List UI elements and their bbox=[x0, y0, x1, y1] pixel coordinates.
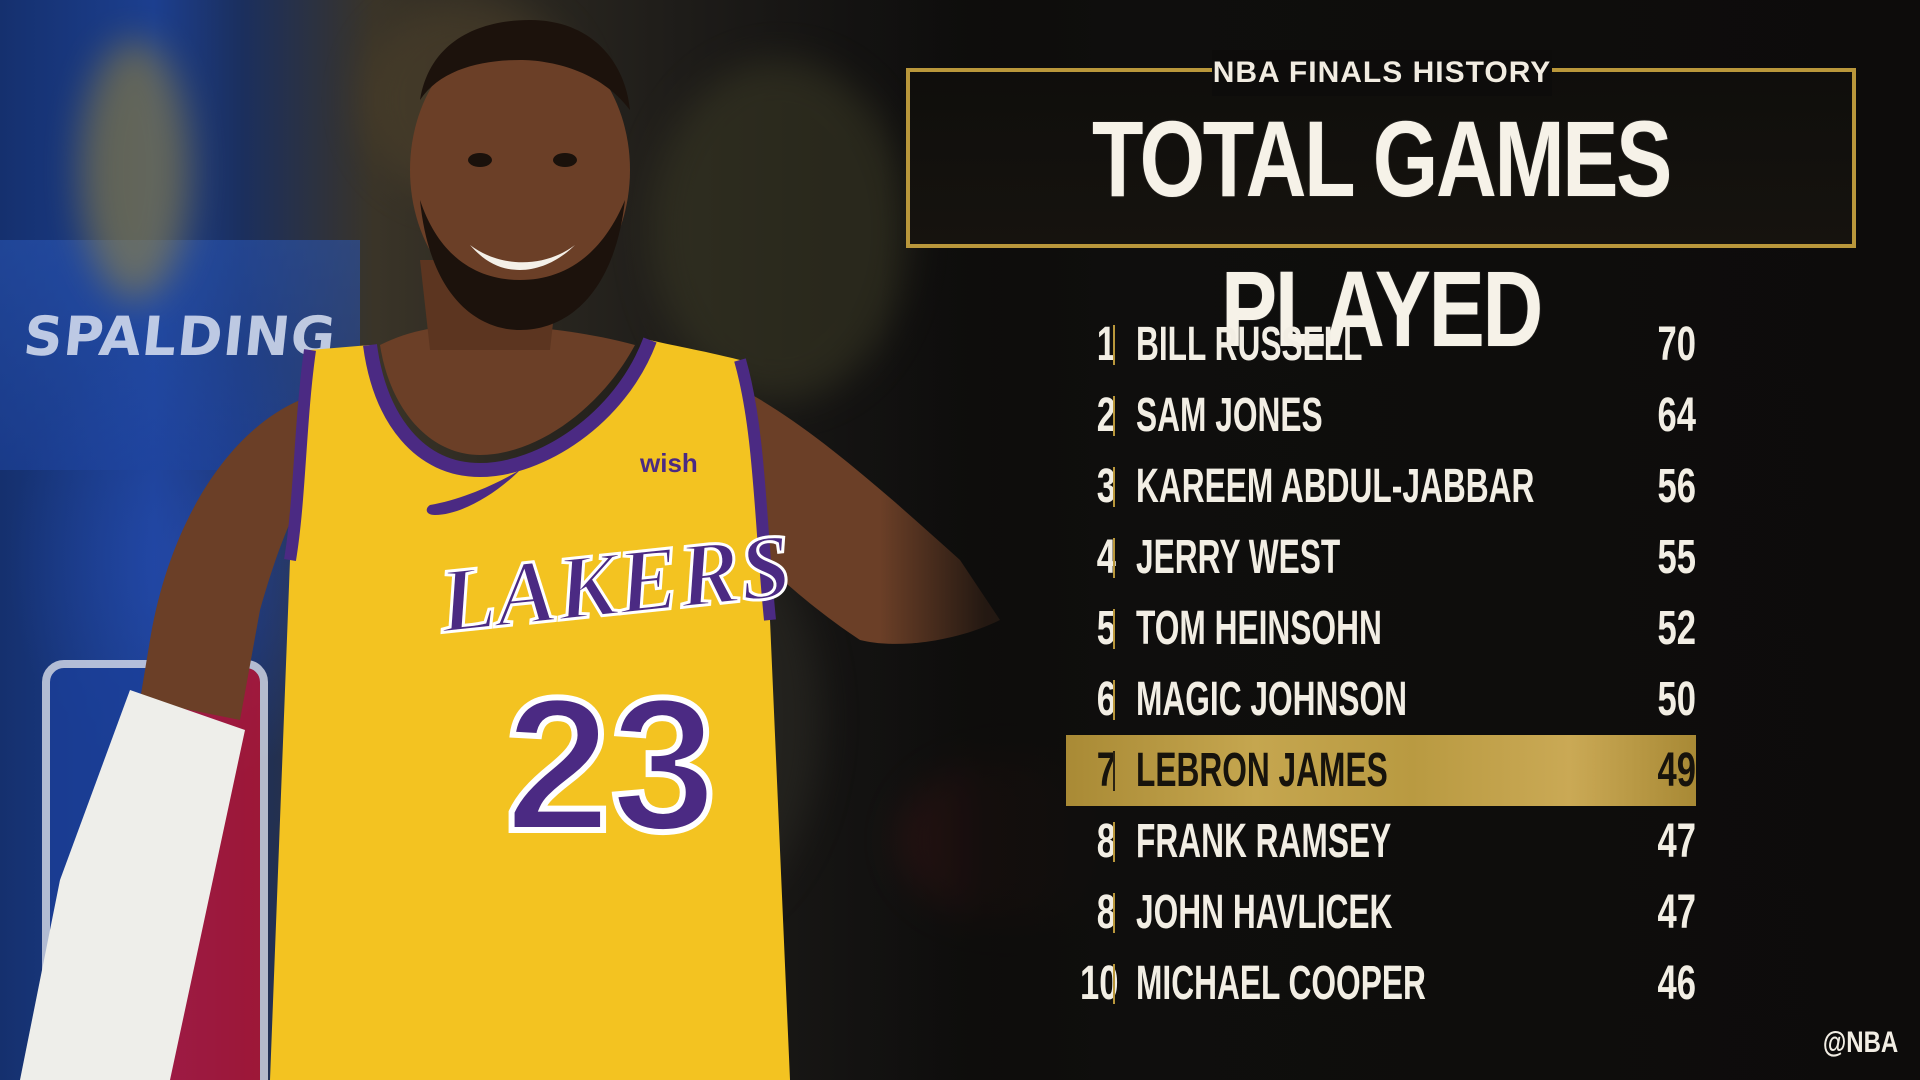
ranking-rank: 1 bbox=[1096, 318, 1116, 371]
rank-divider bbox=[1113, 325, 1115, 365]
jersey-sponsor: wish bbox=[639, 448, 698, 478]
ranking-games-value: 56 bbox=[1657, 460, 1696, 513]
rank-divider bbox=[1113, 538, 1115, 578]
ranking-player-name: FRANK RAMSEY bbox=[1136, 815, 1392, 868]
social-handle: @NBA bbox=[1822, 1026, 1898, 1059]
ranking-rank: 8 bbox=[1096, 886, 1116, 939]
arm-sleeve bbox=[20, 690, 245, 1080]
ranking-player-name: JERRY WEST bbox=[1136, 531, 1341, 584]
ranking-row: 10 MICHAEL COOPER 46 bbox=[1066, 948, 1696, 1019]
ranking-list: 1 BILL RUSSELL 70 2 SAM JONES 64 3 KAREE… bbox=[1066, 309, 1696, 1019]
ranking-row: 2 SAM JONES 64 bbox=[1066, 380, 1696, 451]
nike-swoosh-icon bbox=[426, 470, 520, 515]
player-head bbox=[410, 30, 630, 310]
title-kicker: NBA FINALS HISTORY bbox=[1212, 50, 1552, 96]
ranking-rank: 7 bbox=[1096, 744, 1116, 797]
ranking-games-value: 50 bbox=[1657, 673, 1696, 726]
rank-divider bbox=[1113, 680, 1115, 720]
rank-divider bbox=[1113, 467, 1115, 507]
rank-divider bbox=[1113, 964, 1115, 1004]
ranking-rank: 8 bbox=[1096, 815, 1116, 868]
ranking-row: 3 KAREEM ABDUL-JABBAR 56 bbox=[1066, 451, 1696, 522]
ranking-player-name: MICHAEL COOPER bbox=[1136, 957, 1426, 1010]
ranking-row: 4 JERRY WEST 55 bbox=[1066, 522, 1696, 593]
ranking-games-value: 52 bbox=[1657, 602, 1696, 655]
ranking-player-name: JOHN HAVLICEK bbox=[1136, 886, 1393, 939]
ranking-rank: 4 bbox=[1096, 531, 1116, 584]
ranking-rank: 2 bbox=[1096, 389, 1116, 442]
ranking-player-name: SAM JONES bbox=[1136, 389, 1323, 442]
ranking-rank: 6 bbox=[1096, 673, 1116, 726]
rank-divider bbox=[1113, 396, 1115, 436]
ranking-rank: 10 bbox=[1080, 957, 1119, 1010]
ranking-player-name: MAGIC JOHNSON bbox=[1136, 673, 1408, 726]
player-beard bbox=[420, 200, 625, 330]
ranking-player-name: KAREEM ABDUL-JABBAR bbox=[1136, 460, 1535, 513]
jersey-number: 23 bbox=[505, 659, 716, 871]
ranking-row: 5 TOM HEINSOHN 52 bbox=[1066, 593, 1696, 664]
ranking-games-value: 47 bbox=[1657, 815, 1696, 868]
crowd-blur bbox=[80, 40, 190, 300]
ranking-games-value: 64 bbox=[1657, 389, 1696, 442]
ranking-rank: 3 bbox=[1096, 460, 1116, 513]
ranking-games-value: 70 bbox=[1657, 318, 1696, 371]
ranking-games-value: 47 bbox=[1657, 886, 1696, 939]
crowd-blur bbox=[650, 60, 910, 400]
jersey bbox=[270, 340, 790, 1080]
ranking-player-name: TOM HEINSOHN bbox=[1136, 602, 1382, 655]
player-photo: wish LAKERS 23 bbox=[20, 20, 1000, 1080]
highlight-bar bbox=[1066, 735, 1696, 806]
rank-divider bbox=[1113, 751, 1115, 791]
ranking-player-name: BILL RUSSELL bbox=[1136, 318, 1363, 371]
ranking-games-value: 46 bbox=[1657, 957, 1696, 1010]
ranking-player-name: LEBRON JAMES bbox=[1136, 744, 1388, 797]
player-chest bbox=[380, 325, 635, 455]
ranking-row: 1 BILL RUSSELL 70 bbox=[1066, 309, 1696, 380]
ranking-row-highlighted: 7 LEBRON JAMES 49 bbox=[1066, 735, 1696, 806]
page-title: TOTAL GAMES PLAYED bbox=[1091, 98, 1672, 369]
ranking-games-value: 49 bbox=[1657, 744, 1696, 797]
rank-divider bbox=[1113, 609, 1115, 649]
ranking-games-value: 55 bbox=[1657, 531, 1696, 584]
player-left-arm bbox=[140, 400, 330, 720]
ranking-row: 8 JOHN HAVLICEK 47 bbox=[1066, 877, 1696, 948]
rank-divider bbox=[1113, 822, 1115, 862]
rank-divider bbox=[1113, 893, 1115, 933]
ranking-row: 6 MAGIC JOHNSON 50 bbox=[1066, 664, 1696, 735]
ranking-rank: 5 bbox=[1096, 602, 1116, 655]
ranking-row: 8 FRANK RAMSEY 47 bbox=[1066, 806, 1696, 877]
